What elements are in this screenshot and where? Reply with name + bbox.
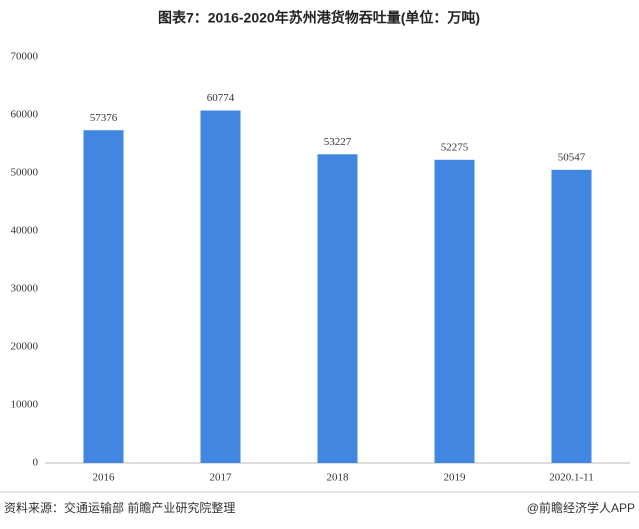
source-note: 资料来源：交通运输部 前瞻产业研究院整理 (4, 500, 235, 515)
bar (551, 169, 592, 463)
y-tick-label: 70000 (11, 51, 39, 63)
bar (200, 110, 241, 463)
data-label: 53227 (324, 136, 352, 148)
y-tick-label: 30000 (11, 283, 39, 295)
data-label: 57376 (90, 112, 118, 124)
y-tick-label: 60000 (11, 109, 39, 121)
bar (317, 154, 358, 464)
y-tick-label: 40000 (11, 225, 39, 237)
y-tick-label: 10000 (11, 399, 39, 411)
data-label: 60774 (207, 92, 235, 104)
bar (83, 130, 124, 464)
y-tick-label: 50000 (11, 167, 39, 179)
chart-title: 图表7：2016-2020年苏州港货物吞吐量(单位：万吨) (158, 10, 480, 26)
x-tick-label: 2017 (210, 472, 233, 484)
data-label: 52275 (441, 141, 469, 153)
brand-note: @前瞻经济学人APP (527, 500, 635, 515)
x-tick-label: 2016 (93, 472, 116, 484)
bar (434, 159, 475, 463)
x-tick-label: 2019 (444, 472, 467, 484)
y-tick-label: 0 (33, 457, 39, 469)
x-tick-label: 2018 (327, 472, 350, 484)
x-tick-label: 2020.1-11 (549, 472, 594, 484)
y-tick-label: 20000 (11, 341, 39, 353)
data-label: 50547 (558, 151, 586, 163)
